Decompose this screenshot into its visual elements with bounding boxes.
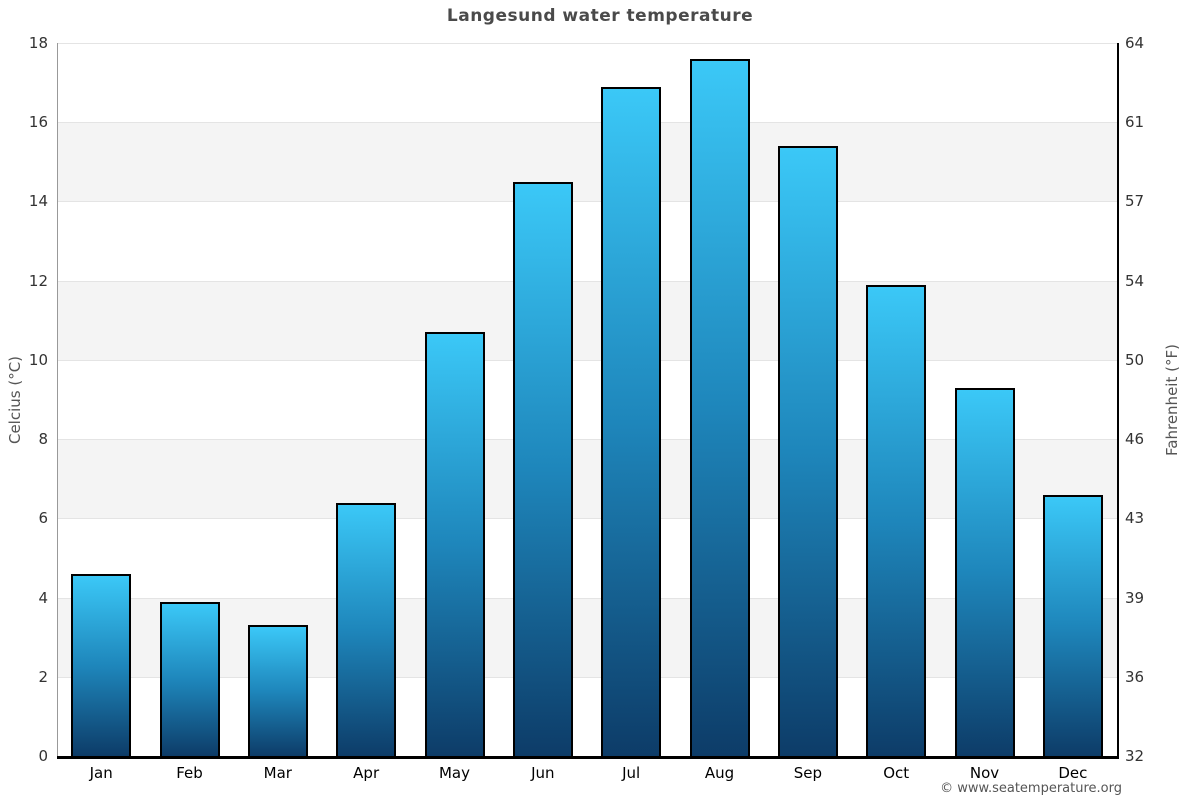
fahrenheit-tick-label: 54 (1125, 271, 1145, 290)
left-axis-line (57, 43, 58, 756)
gridline (57, 280, 1117, 282)
bar-apr (336, 502, 397, 756)
month-label-jul: Jul (622, 764, 641, 782)
celsius-tick-label: 8 (38, 430, 48, 449)
chart-title: Langesund water temperature (446, 6, 754, 26)
bottom-axis-line (57, 756, 1119, 759)
fahrenheit-tick-label: 57 (1125, 192, 1145, 211)
celsius-tick-label: 4 (38, 588, 48, 607)
celsius-tick-label: 14 (28, 192, 48, 211)
month-label-nov: Nov (969, 764, 1000, 782)
month-label-sep: Sep (793, 764, 822, 782)
right-axis-line (1117, 43, 1119, 756)
gridline (57, 518, 1117, 520)
celsius-tick-label: 0 (38, 747, 48, 765)
fahrenheit-tick-label: 61 (1125, 113, 1145, 132)
month-label-aug: Aug (704, 764, 735, 782)
bar-jan (71, 573, 132, 756)
celsius-tick-label: 16 (28, 113, 48, 132)
month-label-may: May (438, 764, 470, 782)
gridline (57, 359, 1117, 361)
bar-aug (689, 58, 750, 756)
bar-jul (601, 86, 662, 756)
grid-band (57, 122, 1117, 202)
fahrenheit-tick-label: 32 (1125, 747, 1145, 765)
bar-oct (866, 284, 927, 756)
gridline (57, 122, 1117, 124)
bar-jun (512, 181, 573, 756)
fahrenheit-tick-label: 46 (1125, 430, 1145, 449)
month-label-oct: Oct (883, 764, 910, 782)
month-label-apr: Apr (353, 764, 380, 782)
plot-area (57, 43, 1119, 759)
bar-mar (247, 625, 308, 756)
gridline (57, 439, 1117, 441)
fahrenheit-tick-label: 39 (1125, 588, 1145, 607)
celsius-tick-label: 2 (38, 667, 48, 686)
fahrenheit-tick-label: 50 (1125, 350, 1145, 369)
gridline (57, 201, 1117, 203)
fahrenheit-tick-label: 43 (1125, 509, 1145, 528)
month-label-jan: Jan (89, 764, 113, 782)
bar-dec (1042, 494, 1103, 756)
celsius-tick-label: 18 (28, 34, 48, 52)
bar-sep (777, 146, 838, 756)
grid-band (57, 280, 1117, 360)
grid-band (57, 597, 1117, 677)
celsius-tick-label: 6 (38, 509, 48, 528)
month-label-mar: Mar (263, 764, 292, 782)
month-label-feb: Feb (176, 764, 203, 782)
celsius-tick-label: 10 (28, 350, 48, 369)
fahrenheit-tick-label: 64 (1125, 34, 1145, 52)
bar-feb (159, 601, 220, 756)
gridline (57, 597, 1117, 599)
month-label-jun: Jun (531, 764, 555, 782)
copyright-text: © www.seatemperature.org (940, 781, 1122, 796)
gridline (57, 43, 1117, 44)
grid-band (57, 439, 1117, 519)
celsius-tick-label: 12 (28, 271, 48, 290)
bar-nov (954, 387, 1015, 756)
gridline (57, 676, 1117, 678)
month-label-dec: Dec (1058, 764, 1088, 782)
fahrenheit-tick-label: 36 (1125, 667, 1145, 686)
bar-may (424, 332, 485, 756)
